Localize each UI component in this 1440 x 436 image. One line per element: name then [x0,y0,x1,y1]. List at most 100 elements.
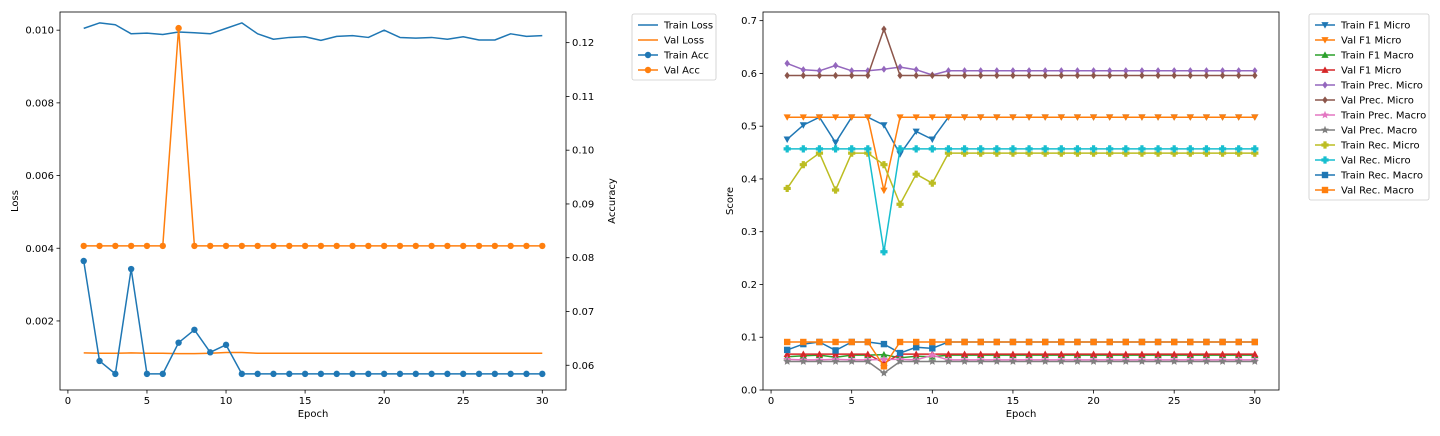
legend-entry: Val Rec. Micro [1315,156,1411,167]
data-point [1090,338,1097,346]
data-point [881,65,887,73]
data-point [831,186,840,194]
legend: Train Loss Val Loss Train Acc Val Acc [631,13,717,81]
data-point [897,63,903,71]
x-axis-label: Epoch [298,409,329,420]
data-point [333,370,340,378]
data-point [1155,71,1161,80]
data-point [896,200,904,208]
x-tick-label: 20 [378,396,391,407]
data-point [929,71,936,80]
data-point [864,350,872,358]
series-line-train-f1-macro [787,353,1255,359]
data-point [1121,357,1130,365]
data-point [1041,149,1049,157]
legend-box [1308,13,1430,201]
data-point [539,242,546,250]
y-tick-label: 0.6 [741,69,757,80]
data-point [1073,357,1082,365]
data-point [1074,67,1081,75]
data-point [1235,350,1243,358]
data-point [1251,145,1259,153]
series-val-f1-micro [783,114,1259,195]
data-point [815,145,824,153]
data-point [460,370,467,378]
data-point [879,355,888,363]
data-point [1139,67,1145,75]
y-tick-label: 0.4 [741,174,757,185]
data-point [1025,149,1033,157]
legend-marker [1322,81,1328,89]
data-point [945,338,952,346]
data-point [977,67,984,75]
data-point [349,370,356,378]
data-point [1235,149,1243,157]
data-point [1171,71,1177,80]
data-point [1218,350,1227,358]
data-point [1090,71,1097,80]
y-right-tick-label: 0.09 [572,199,594,210]
data-point [800,71,807,80]
data-point [784,59,790,67]
data-point [832,338,839,346]
legend-entry: Train Rec. Macro [1315,171,1423,182]
data-point [1154,357,1163,365]
y-tick-label: 0.3 [741,227,757,238]
legend-marker [1321,66,1329,73]
legend-label: Train Prec. Macro [1340,111,1426,122]
data-point [1187,67,1194,75]
data-point [977,338,984,346]
data-point [831,145,840,153]
data-point [1170,149,1178,157]
data-point [1106,114,1114,121]
data-point [944,114,953,121]
data-point [994,67,1000,75]
data-point [96,242,103,250]
data-point [301,242,309,250]
data-point [832,71,839,80]
data-point [863,357,872,365]
data-point [928,114,936,121]
y-tick-label: 0.010 [25,26,54,37]
data-point [1154,145,1162,153]
data-point [977,149,985,157]
y-right-tick-label: 0.10 [572,146,594,157]
data-point [816,67,823,75]
data-point [1057,114,1065,121]
series-line-train-loss [83,22,543,42]
data-point [945,67,952,75]
series-train-rec-micro [783,149,1259,208]
data-point [1009,350,1017,358]
series-line-val-f1-micro [787,353,1255,364]
legend-label: Train Rec. Macro [1340,171,1423,182]
data-point [127,265,135,273]
data-point [1058,71,1065,80]
x-tick-label: 10 [926,396,939,407]
data-point [800,338,807,346]
legend-marker [1321,37,1329,44]
data-point [254,242,261,250]
data-point [1122,350,1130,358]
legend: Train F1 Micro Val F1 Micro Train F1 Macro… [1308,13,1430,201]
series-line-train-prec-macro [787,354,1255,361]
data-point [977,350,985,358]
data-point [1026,71,1032,80]
data-point [913,66,919,74]
data-point [1218,357,1227,365]
data-point [396,242,404,250]
data-point [831,114,840,121]
legend-label: Val Acc [664,66,700,77]
data-point [1025,357,1034,365]
series-val-f1-micro [783,350,1259,366]
data-point [783,350,791,358]
data-point [928,136,936,143]
data-point [238,242,246,250]
data-point [815,149,824,157]
data-point [1057,357,1066,365]
data-point [1106,71,1113,80]
data-point [929,345,936,352]
data-point [831,357,840,365]
data-point [1105,357,1114,365]
data-point [799,114,807,121]
data-point [1202,145,1211,153]
